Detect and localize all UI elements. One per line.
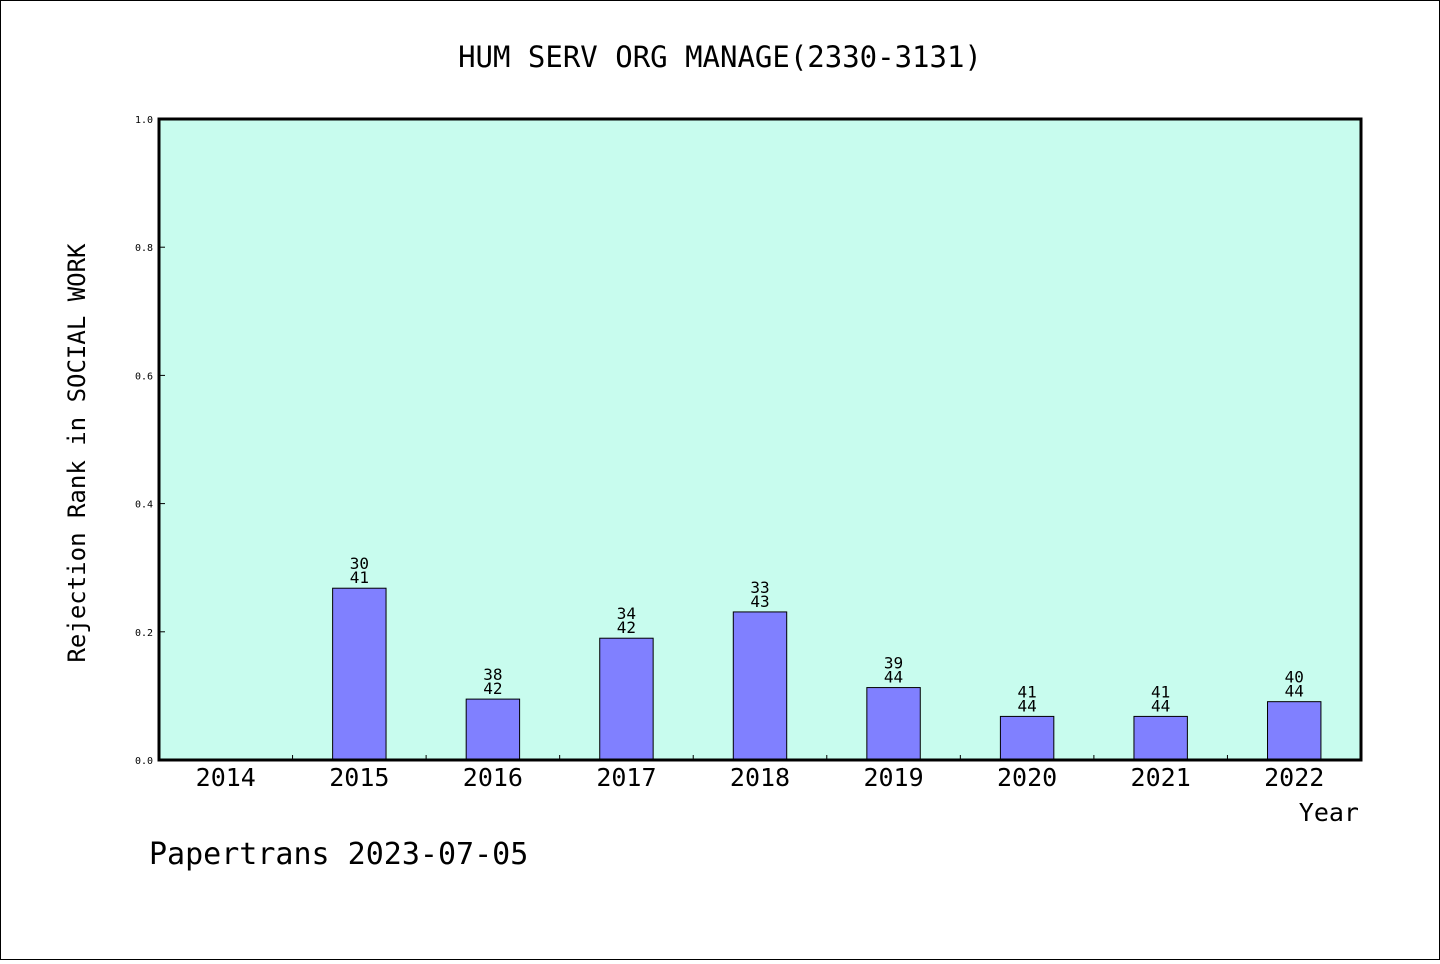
bar-label-top: 39 — [884, 654, 903, 673]
bar — [999, 715, 1055, 761]
bar — [465, 698, 521, 761]
bar — [1267, 701, 1322, 761]
bar-label-bottom: 41 — [350, 568, 369, 587]
x-tick-label: 2015 — [329, 763, 389, 792]
y-axis-label: Rejection Rank in SOCIAL WORK — [63, 243, 91, 663]
y-tick-label: 0.8 — [135, 243, 153, 254]
chart-title: HUM SERV ORG MANAGE(2330-3131) — [458, 40, 982, 74]
plot-border — [157, 117, 1363, 762]
bar-label-top: 40 — [1285, 668, 1304, 687]
bar — [866, 687, 921, 761]
bar — [599, 637, 654, 761]
x-tick-label: 2019 — [863, 763, 923, 792]
bar-label-bottom: 44 — [1285, 682, 1304, 701]
bar-label-top: 41 — [1151, 682, 1170, 701]
bar-label-top: 33 — [750, 578, 769, 597]
y-tick-label: 1.0 — [135, 115, 153, 126]
x-tick-label: 2014 — [196, 763, 256, 792]
footer-credit: Papertrans 2023-07-05 — [149, 837, 528, 872]
bar-label-top: 30 — [350, 554, 369, 573]
bar — [332, 587, 387, 761]
x-tick-label: 2022 — [1264, 763, 1324, 792]
bar-label-bottom: 44 — [1151, 696, 1170, 715]
bar-label-top: 38 — [483, 665, 502, 684]
bar-label-top: 41 — [1017, 682, 1036, 701]
bar-label-bottom: 43 — [750, 592, 769, 611]
x-tick-label: 2017 — [596, 763, 656, 792]
x-tick-label: 2020 — [997, 763, 1057, 792]
x-tick-label: 2021 — [1131, 763, 1191, 792]
bar — [1133, 715, 1188, 761]
y-tick-label: 0.4 — [135, 500, 153, 511]
x-axis-ticks: 2014 2015 2016 2017 2018 2019 2020 2021 2022 — [196, 755, 1324, 792]
x-axis-label: Year — [1299, 798, 1359, 827]
bar-label-bottom: 42 — [617, 618, 636, 637]
y-tick-label: 0.0 — [135, 756, 153, 767]
x-tick-label: 2018 — [730, 763, 790, 792]
x-tick-label: 2016 — [463, 763, 523, 792]
y-tick-label: 0.2 — [135, 628, 153, 639]
bar-label-top: 34 — [617, 604, 636, 623]
bar-group — [332, 587, 1322, 761]
bar-label-bottom: 44 — [1017, 696, 1036, 715]
bar-label-bottom: 42 — [483, 679, 502, 698]
y-tick-label: 0.6 — [135, 371, 153, 382]
bar — [732, 611, 788, 761]
bar-label-bottom: 44 — [884, 668, 903, 687]
